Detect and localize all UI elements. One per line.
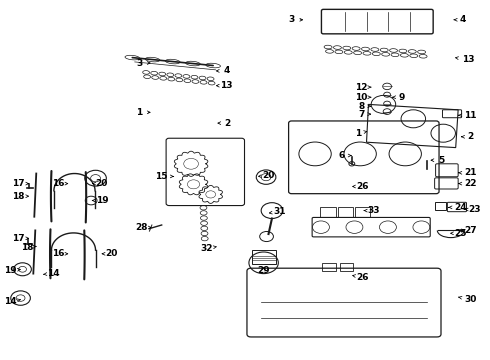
Text: 1: 1	[355, 129, 367, 138]
Text: 31: 31	[270, 207, 286, 216]
Text: 32: 32	[200, 244, 216, 253]
Text: 16: 16	[51, 179, 68, 188]
Text: 23: 23	[465, 205, 481, 214]
Bar	[252, 250, 276, 264]
Text: 13: 13	[217, 81, 233, 90]
Text: 27: 27	[459, 226, 477, 235]
Text: 14: 14	[44, 269, 59, 278]
Text: 17: 17	[12, 179, 28, 188]
Bar	[338, 207, 353, 217]
Text: 7: 7	[358, 109, 371, 118]
Text: 20: 20	[259, 171, 275, 180]
Text: 19: 19	[4, 266, 20, 275]
Text: 24: 24	[449, 203, 467, 212]
Bar	[322, 263, 336, 271]
Text: 5: 5	[431, 156, 444, 165]
Text: 10: 10	[355, 93, 371, 102]
Text: 11: 11	[459, 111, 477, 120]
Text: 4: 4	[217, 66, 230, 75]
Text: 28: 28	[135, 223, 151, 232]
Text: 20: 20	[93, 179, 108, 188]
Text: 2: 2	[462, 132, 473, 141]
Text: 3: 3	[137, 58, 150, 68]
Text: 14: 14	[4, 297, 20, 306]
Text: 13: 13	[456, 55, 474, 64]
Text: 2: 2	[218, 118, 231, 127]
Text: 18: 18	[12, 192, 28, 201]
Text: 29: 29	[257, 266, 270, 275]
Bar	[320, 207, 336, 217]
Text: 25: 25	[451, 229, 467, 238]
Text: 12: 12	[355, 83, 371, 91]
Text: 4: 4	[454, 15, 466, 24]
Text: 26: 26	[353, 182, 369, 191]
Text: 22: 22	[459, 179, 477, 188]
Text: 16: 16	[51, 249, 68, 258]
Text: 6: 6	[339, 151, 351, 160]
Text: 18: 18	[21, 243, 36, 252]
Text: 30: 30	[459, 295, 477, 304]
Text: 19: 19	[93, 196, 108, 205]
Text: 15: 15	[155, 172, 173, 181]
Text: 1: 1	[137, 108, 150, 117]
Bar	[340, 263, 353, 271]
Text: 3: 3	[289, 15, 303, 24]
Text: 20: 20	[102, 249, 118, 258]
Text: 33: 33	[364, 206, 380, 215]
Text: 8: 8	[359, 102, 370, 111]
Text: 26: 26	[353, 273, 369, 282]
Bar	[355, 207, 370, 217]
Bar	[435, 202, 446, 210]
Text: 21: 21	[459, 168, 477, 177]
Text: 9: 9	[392, 93, 405, 102]
Text: 17: 17	[12, 234, 28, 243]
